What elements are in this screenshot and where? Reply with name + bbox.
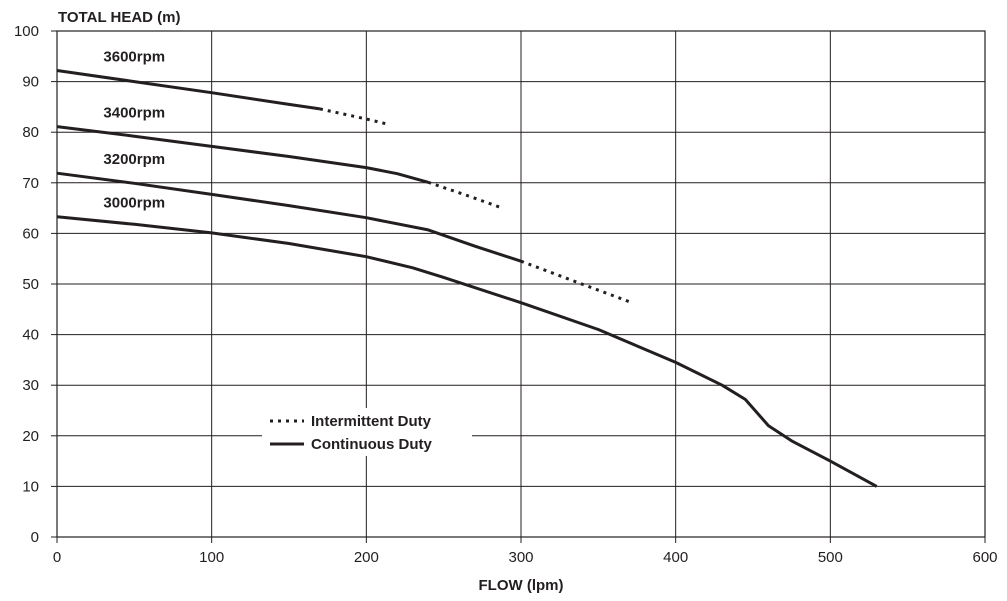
y-tick-label-70: 70 [22, 175, 39, 192]
legend: Intermittent Duty Continuous Duty [262, 408, 472, 456]
series-labels: 3600rpm 3400rpm 3200rpm 3000rpm [103, 48, 165, 211]
y-tick-label-40: 40 [22, 327, 39, 344]
series-label-3000rpm: 3000rpm [103, 195, 165, 212]
series-3600rpm-continuous [56, 69, 321, 111]
series-label-3600rpm: 3600rpm [103, 48, 165, 65]
y-tick-label-30: 30 [22, 377, 39, 394]
y-tick-label-10: 10 [22, 478, 39, 495]
series-group [56, 69, 878, 488]
legend-intermittent-label: Intermittent Duty [311, 413, 432, 430]
series-label-3200rpm: 3200rpm [103, 151, 165, 168]
series-3200rpm-intermittent [520, 259, 630, 304]
y-tick-label-90: 90 [22, 74, 39, 91]
grid [56, 30, 986, 538]
axis-ticks: 0 10 20 30 40 50 60 70 80 90 100 0 100 200 300 400 500 60… [14, 23, 998, 566]
y-tick-label-100: 100 [14, 23, 39, 40]
y-tick-label-20: 20 [22, 428, 39, 445]
legend-background [262, 408, 472, 456]
series-3400rpm-intermittent [427, 180, 503, 210]
series-3200rpm-continuous [56, 171, 522, 263]
x-tick-label-300: 300 [508, 549, 533, 566]
x-tick-label-200: 200 [354, 549, 379, 566]
y-tick-label-50: 50 [22, 276, 39, 293]
x-axis-title: FLOW (lpm) [479, 577, 564, 594]
y-axis-title: TOTAL HEAD (m) [58, 9, 181, 26]
legend-continuous-label: Continuous Duty [311, 436, 432, 453]
x-tick-label-600: 600 [972, 549, 997, 566]
x-tick-label-500: 500 [818, 549, 843, 566]
x-tick-label-100: 100 [199, 549, 224, 566]
series-3400rpm-continuous [56, 125, 429, 184]
series-3600rpm-intermittent [319, 107, 390, 127]
x-tick-label-400: 400 [663, 549, 688, 566]
y-tick-label-0: 0 [31, 529, 39, 546]
series-label-3400rpm: 3400rpm [103, 105, 165, 122]
series-3000rpm-continuous [56, 215, 878, 488]
y-tick-label-80: 80 [22, 124, 39, 141]
y-tick-label-60: 60 [22, 225, 39, 242]
x-tick-label-0: 0 [53, 549, 61, 566]
